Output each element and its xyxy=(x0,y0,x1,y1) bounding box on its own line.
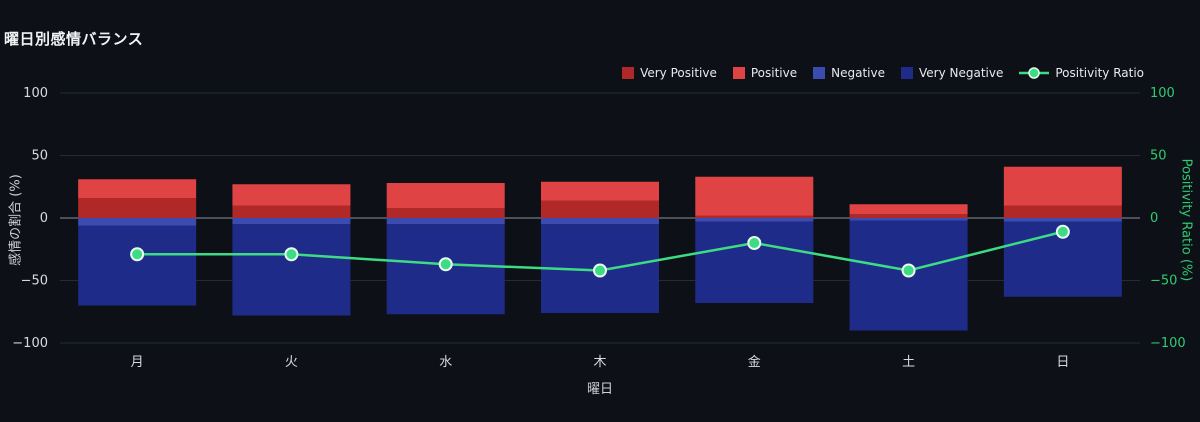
bar-segment-negative[interactable] xyxy=(78,218,197,226)
y-tick-label: −100 xyxy=(12,336,48,351)
legend-item-positive[interactable]: Positive xyxy=(732,66,798,80)
y2-tick-label: 0 xyxy=(1150,211,1158,226)
legend-swatch-icon xyxy=(732,67,745,79)
bar-segment-very-positive[interactable] xyxy=(695,215,814,219)
bar-segment-positive[interactable] xyxy=(849,204,968,215)
bar-segment-positive[interactable] xyxy=(386,183,505,208)
bar-segment-very-positive[interactable] xyxy=(78,198,197,218)
bar-segment-positive[interactable] xyxy=(78,179,197,198)
legend-swatch-icon xyxy=(622,67,635,79)
legend-label: Negative xyxy=(831,66,885,80)
legend-item-positivity-ratio[interactable]: Positivity Ratio xyxy=(1019,66,1144,80)
line-marker[interactable] xyxy=(284,247,299,262)
x-tick-label: 月 xyxy=(131,355,144,370)
x-tick-label: 木 xyxy=(593,355,606,370)
y2-axis-title: Positivity Ratio (%) xyxy=(1178,158,1194,282)
bar-segment-very-negative[interactable] xyxy=(78,225,197,306)
line-marker[interactable] xyxy=(1055,224,1070,239)
y2-tick-label: 50 xyxy=(1150,149,1167,164)
x-tick-label: 金 xyxy=(748,354,761,370)
bar-segment-negative[interactable] xyxy=(1003,218,1122,222)
y-tick-label: 100 xyxy=(23,86,48,101)
bar-segment-very-negative[interactable] xyxy=(232,224,351,316)
bar-segment-positive[interactable] xyxy=(695,176,814,216)
line-marker[interactable] xyxy=(130,247,145,262)
bar-segment-negative[interactable] xyxy=(232,218,351,225)
bar-segment-negative[interactable] xyxy=(386,218,505,225)
bar-segment-negative[interactable] xyxy=(849,218,968,221)
legend-item-very-negative[interactable]: Very Negative xyxy=(900,66,1004,80)
bar-segment-positive[interactable] xyxy=(232,184,351,206)
bar-segment-negative[interactable] xyxy=(695,218,814,222)
chart-title: 曜日別感情バランス xyxy=(4,30,144,48)
legend-label: Positive xyxy=(750,66,798,80)
bar-segment-very-positive[interactable] xyxy=(386,208,505,218)
y-tick-label: 0 xyxy=(40,211,48,226)
y-tick-label: −50 xyxy=(21,274,48,289)
legend-swatch-icon xyxy=(900,67,913,79)
y-axis-title: 感情の割合 (%) xyxy=(8,174,24,266)
bar-segment-positive[interactable] xyxy=(1003,166,1122,206)
x-axis-title: 曜日 xyxy=(586,382,614,397)
legend-label: Very Positive xyxy=(640,66,717,80)
bar-segment-positive[interactable] xyxy=(541,181,659,201)
y2-tick-label: 100 xyxy=(1150,86,1175,101)
x-tick-label: 土 xyxy=(902,355,915,370)
bar-segment-very-positive[interactable] xyxy=(849,214,968,218)
bar-segment-very-positive[interactable] xyxy=(232,205,351,219)
line-marker[interactable] xyxy=(747,236,762,250)
legend-line-sample-icon xyxy=(1019,67,1050,79)
bar-segment-very-positive[interactable] xyxy=(1003,205,1122,219)
x-tick-label: 水 xyxy=(439,355,452,370)
line-marker[interactable] xyxy=(438,257,453,272)
x-tick-label: 日 xyxy=(1056,355,1069,370)
bar-segment-negative[interactable] xyxy=(541,218,659,225)
y2-tick-label: −100 xyxy=(1150,336,1186,351)
bar-segment-very-positive[interactable] xyxy=(541,200,659,219)
y-tick-label: 50 xyxy=(31,149,48,164)
legend-item-very-positive[interactable]: Very Positive xyxy=(622,66,717,80)
x-tick-label: 火 xyxy=(285,355,298,370)
legend-label: Very Negative xyxy=(918,66,1004,80)
legend-item-negative[interactable]: Negative xyxy=(813,66,885,80)
line-marker[interactable] xyxy=(901,263,916,278)
legend: Very Positive Positive Negative Very Negati… xyxy=(622,66,1144,80)
bar-segment-very-negative[interactable] xyxy=(695,221,814,303)
line-marker[interactable] xyxy=(593,263,607,278)
legend-label: Positivity Ratio xyxy=(1055,66,1144,80)
y2-tick-label: −50 xyxy=(1150,274,1177,289)
legend-swatch-icon xyxy=(813,67,826,79)
